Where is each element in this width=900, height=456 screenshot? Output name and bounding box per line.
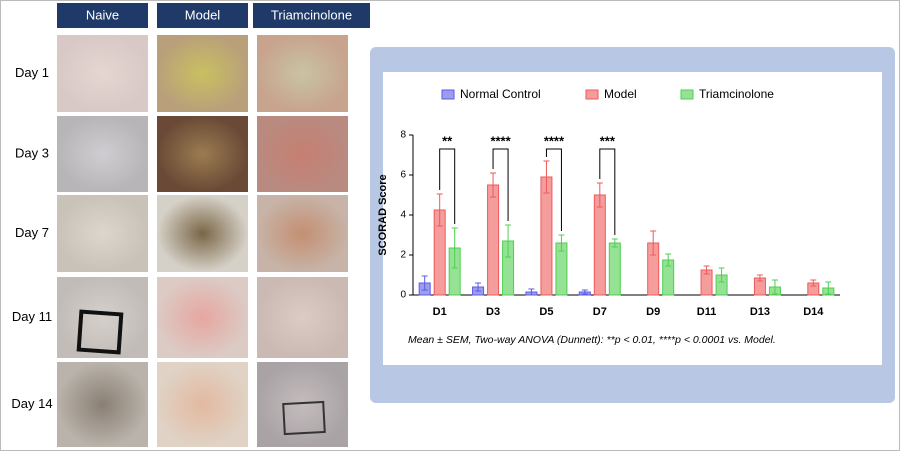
ink-marking	[76, 309, 124, 355]
column-header-box	[57, 3, 148, 28]
chart-card	[383, 72, 882, 365]
error-bar	[650, 230, 657, 256]
error-bar	[810, 279, 817, 287]
error-bar	[718, 267, 725, 283]
bar	[608, 242, 621, 296]
significance-label: ****	[544, 133, 565, 148]
error-bar	[665, 253, 672, 267]
legend-label: Model	[604, 87, 637, 101]
row-label: Day 7	[15, 225, 49, 240]
legend-label: Triamcinolone	[699, 87, 774, 101]
skin-photo	[157, 362, 248, 447]
x-tick-label: D11	[697, 306, 717, 318]
ink-marking	[282, 400, 326, 436]
row-label: Day 3	[15, 145, 49, 160]
skin-photo	[257, 116, 348, 192]
column-header: Triamcinolone	[271, 7, 352, 22]
x-tick-label: D5	[539, 306, 553, 318]
skin-photo	[57, 362, 148, 447]
skin-photo	[257, 35, 348, 112]
error-bar	[543, 160, 550, 194]
error-bar	[825, 281, 832, 295]
skin-photo	[157, 195, 248, 272]
skin-photo	[157, 116, 248, 192]
error-bar	[581, 289, 588, 295]
bar	[487, 184, 500, 296]
y-tick-label: 6	[400, 170, 406, 181]
column-header: Naive	[86, 7, 119, 22]
error-bar	[451, 227, 458, 269]
significance-label: ****	[490, 133, 511, 148]
error-bar	[421, 275, 428, 291]
bar	[593, 194, 606, 296]
x-tick-label: D3	[486, 306, 500, 318]
error-bar	[490, 172, 497, 198]
skin-photo	[257, 362, 348, 447]
skin-photo	[157, 277, 248, 358]
significance-bracket	[492, 148, 509, 221]
skin-photo	[257, 195, 348, 272]
x-tick-label: D7	[593, 306, 607, 318]
legend-label: Normal Control	[460, 87, 541, 101]
error-bar	[756, 274, 763, 282]
skin-photo	[157, 35, 248, 112]
y-tick-label: 2	[400, 250, 406, 261]
row-label: Day 11	[12, 309, 52, 324]
column-header-box	[253, 3, 370, 28]
error-bar	[475, 282, 482, 292]
bar	[540, 176, 553, 296]
x-tick-label: D14	[803, 306, 824, 318]
column-header: Model	[185, 7, 221, 22]
significance-bracket	[439, 148, 456, 224]
significance-bracket	[599, 148, 616, 235]
error-bar	[505, 224, 512, 258]
y-tick-label: 4	[400, 210, 406, 221]
error-bar	[558, 234, 565, 252]
x-tick-label: D1	[433, 306, 447, 318]
significance-label: ***	[600, 133, 616, 148]
error-bar	[771, 279, 778, 295]
footnote: Mean ± SEM, Two-way ANOVA (Dunnett): **p…	[408, 334, 776, 346]
legend-marker	[680, 89, 694, 100]
error-bar	[596, 182, 603, 208]
y-axis-label: SCORAD Score	[377, 174, 389, 255]
error-bar	[703, 265, 710, 275]
x-tick-label: D13	[750, 306, 770, 318]
skin-photo	[57, 195, 148, 272]
skin-photo	[57, 116, 148, 192]
x-tick-label: D9	[646, 306, 660, 318]
row-label: Day 14	[11, 396, 52, 411]
legend-marker	[585, 89, 599, 100]
significance-bracket	[545, 148, 562, 231]
error-bar	[528, 288, 535, 296]
skin-photo	[57, 35, 148, 112]
error-bar	[611, 238, 618, 248]
row-label: Day 1	[15, 65, 49, 80]
legend-marker	[441, 89, 455, 100]
error-bar	[436, 193, 443, 227]
significance-label: **	[442, 133, 453, 148]
y-tick-label: 0	[400, 290, 406, 301]
skin-photo	[257, 277, 348, 358]
y-tick-label: 8	[400, 130, 406, 141]
skin-photo	[57, 277, 148, 358]
column-header-box	[157, 3, 248, 28]
